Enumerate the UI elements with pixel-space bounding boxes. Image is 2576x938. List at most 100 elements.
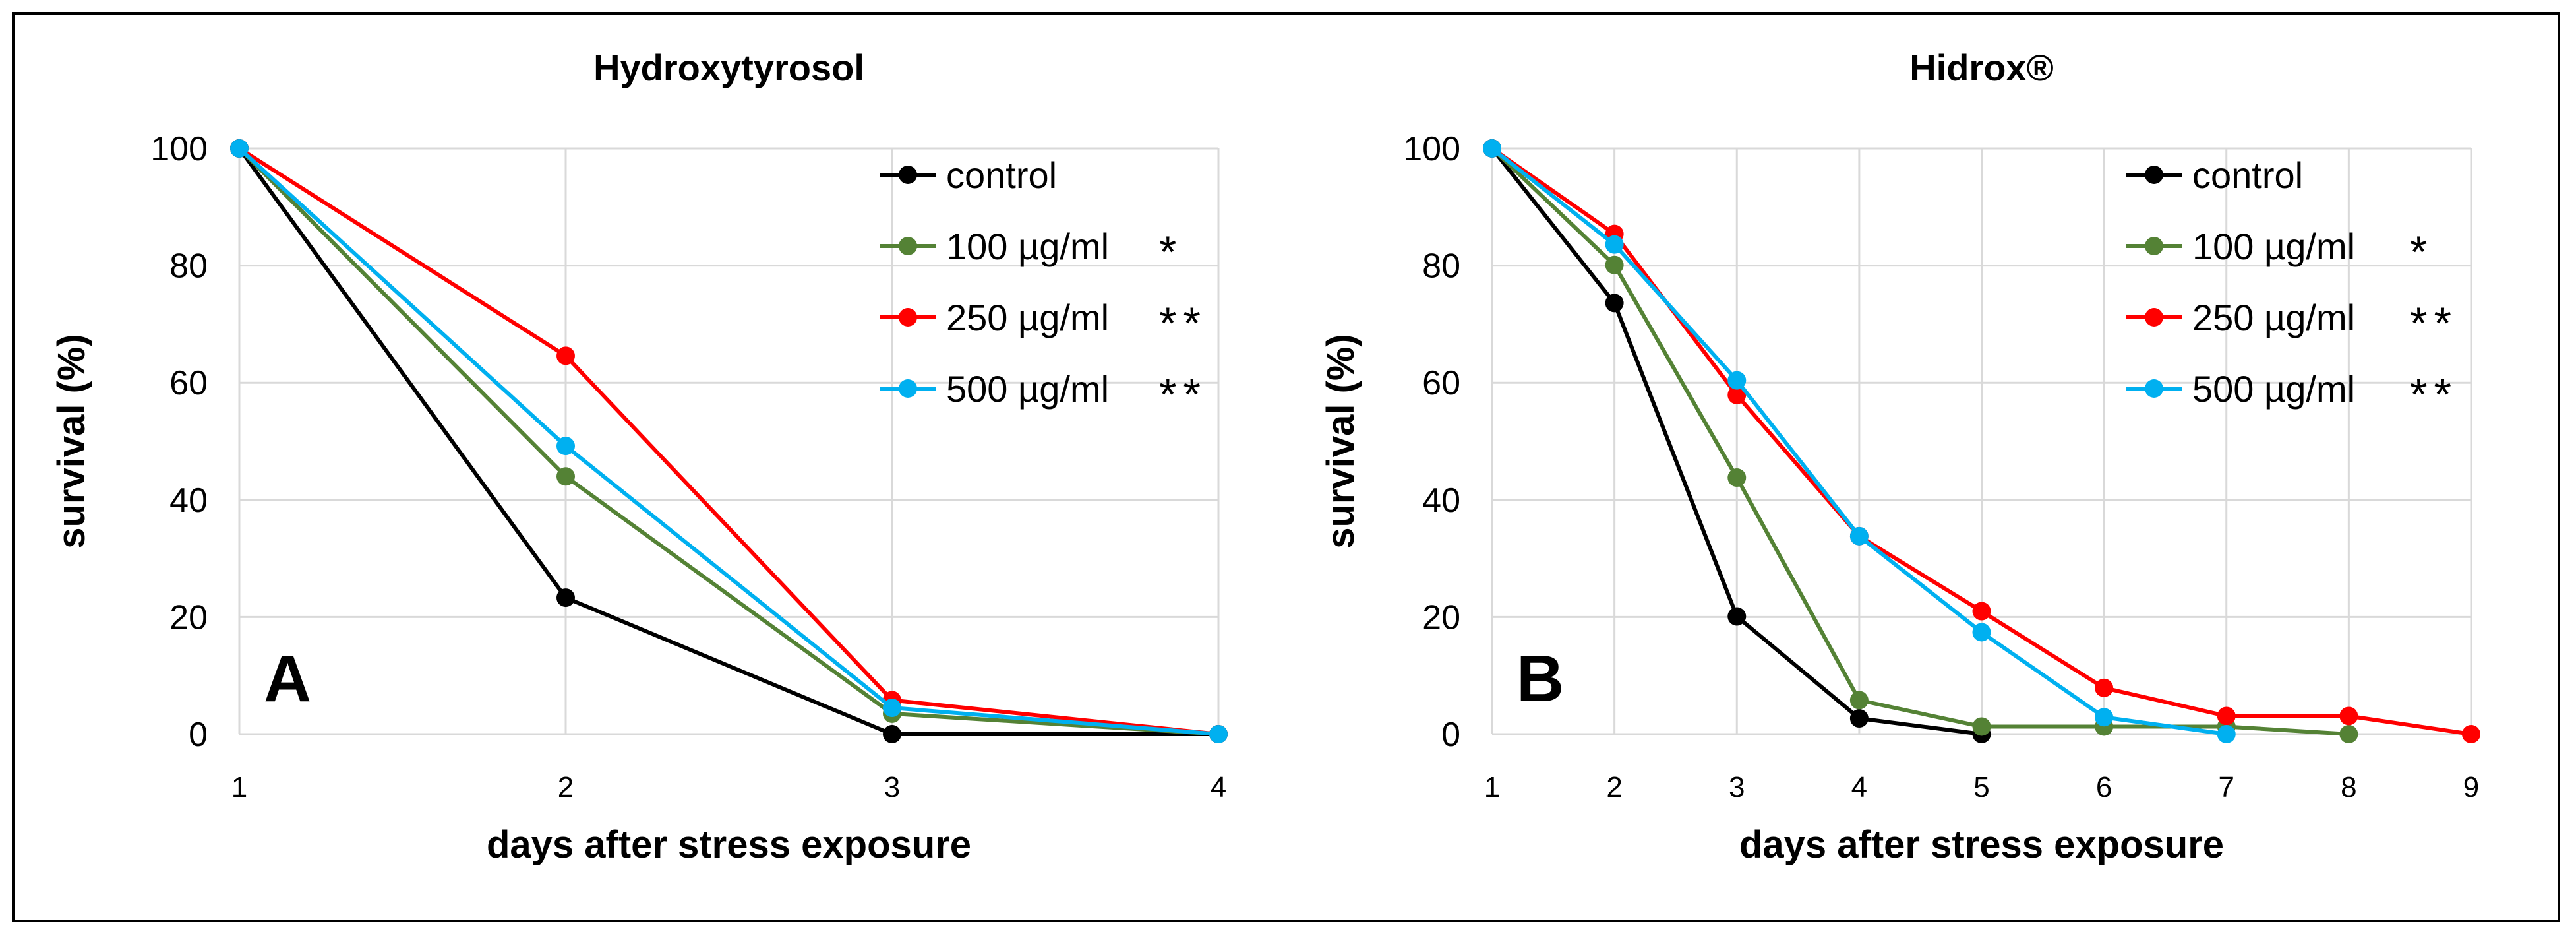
- data-point: [1849, 526, 1869, 546]
- significance-marker: *: [2410, 227, 2434, 277]
- x-tick-label: 3: [1729, 771, 1745, 803]
- y-tick-label: 100: [1403, 130, 1460, 168]
- data-point: [556, 588, 575, 608]
- x-tick-label: 1: [1484, 771, 1500, 803]
- y-tick-label: 100: [150, 130, 208, 168]
- panel-label: A: [264, 642, 311, 716]
- y-axis-label: survival (%): [1319, 334, 1362, 549]
- data-point: [883, 725, 901, 743]
- data-point: [1727, 607, 1747, 626]
- data-point: [1972, 623, 1991, 642]
- x-tick-label: 4: [1211, 771, 1226, 803]
- y-tick-label: 80: [1422, 247, 1460, 286]
- x-tick-label: 1: [231, 771, 247, 803]
- x-axis-label: days after stress exposure: [487, 823, 971, 866]
- legend-swatch-point: [2145, 237, 2163, 255]
- data-point: [1972, 602, 1991, 621]
- legend-swatch-point: [899, 308, 917, 327]
- data-point: [2095, 708, 2114, 727]
- data-point: [1849, 709, 1869, 728]
- legend-swatch-point: [2145, 308, 2163, 327]
- x-tick-label: 4: [1851, 771, 1867, 803]
- legend-swatch-point: [899, 166, 917, 184]
- data-point: [2339, 706, 2358, 726]
- legend-label: 500 µg/ml: [946, 368, 1109, 410]
- significance-marker: **: [2410, 369, 2458, 420]
- data-point: [1483, 139, 1501, 158]
- legend-label: control: [2192, 154, 2303, 196]
- legend-entry: 500 µg/ml **: [2126, 368, 2458, 420]
- data-point: [230, 139, 249, 158]
- legend-entry: 500 µg/ml **: [880, 368, 1207, 420]
- data-point: [2462, 725, 2480, 743]
- legend-entry: 250 µg/ml **: [880, 297, 1207, 348]
- series-line-1: [237, 146, 1219, 736]
- legend-entry: 100 µg/ml *: [880, 226, 1183, 277]
- legend-label: 100 µg/ml: [2192, 226, 2355, 267]
- data-point: [1605, 235, 1624, 254]
- significance-marker: *: [1159, 227, 1183, 277]
- legend-entry: control: [880, 154, 1057, 196]
- data-point: [2095, 678, 2114, 697]
- chart-title: Hidrox®: [1909, 47, 2054, 88]
- series-line-0: [237, 147, 1218, 736]
- legend-label: control: [946, 154, 1057, 196]
- x-tick-label: 5: [1973, 771, 1989, 803]
- legend-label: 500 µg/ml: [2192, 368, 2355, 410]
- series-line-3: [237, 146, 1219, 736]
- data-point: [1605, 255, 1624, 274]
- legend-entry: 100 µg/ml *: [2126, 226, 2434, 277]
- data-point: [883, 699, 901, 718]
- x-tick-label: 2: [1606, 771, 1622, 803]
- chart-title: Hydroxytyrosol: [593, 47, 864, 88]
- data-point: [1972, 717, 1991, 736]
- series-line-1: [1490, 146, 2349, 736]
- x-tick-label: 8: [2341, 771, 2356, 803]
- legend-swatch-point: [899, 379, 917, 398]
- significance-marker: **: [1159, 369, 1207, 420]
- x-tick-label: 3: [884, 771, 900, 803]
- chart-panel-b: 0 20 40 60 80 100 1 2 3 4 5 6 7 8 9 Hidrox® days after s…: [1319, 47, 2480, 866]
- data-point: [1727, 371, 1747, 390]
- y-tick-label: 80: [169, 247, 208, 286]
- legend-swatch-point: [2145, 379, 2163, 398]
- y-tick-label: 20: [169, 598, 208, 637]
- data-point: [2217, 706, 2236, 726]
- data-point: [556, 437, 575, 456]
- significance-marker: **: [2410, 298, 2458, 348]
- legend-swatch-point: [2145, 166, 2163, 184]
- panel-label: B: [1516, 642, 1564, 716]
- x-tick-label: 2: [558, 771, 574, 803]
- y-tick-label: 40: [1422, 482, 1460, 520]
- legend-label: 100 µg/ml: [946, 226, 1109, 267]
- data-point: [556, 346, 575, 365]
- y-tick-label: 20: [1422, 598, 1460, 637]
- data-point: [2339, 725, 2358, 743]
- series-line-2: [238, 146, 1219, 736]
- data-point: [2217, 725, 2236, 743]
- data-point: [1849, 691, 1869, 710]
- legend-swatch-point: [899, 237, 917, 255]
- x-tick-label: 6: [2096, 771, 2112, 803]
- legend-entry: control: [2126, 154, 2303, 196]
- x-tick-label: 7: [2219, 771, 2234, 803]
- x-axis-label: days after stress exposure: [1739, 823, 2224, 866]
- figure-frame: [12, 12, 2560, 922]
- legend-entry: 250 µg/ml **: [2126, 297, 2458, 348]
- y-tick-label: 0: [1441, 716, 1460, 754]
- data-point: [1727, 385, 1747, 404]
- data-point: [1727, 468, 1747, 487]
- y-tick-label: 0: [189, 716, 208, 754]
- x-tick-label: 9: [2463, 771, 2479, 803]
- significance-marker: **: [1159, 298, 1207, 348]
- legend-label: 250 µg/ml: [946, 297, 1109, 338]
- legend-label: 250 µg/ml: [2192, 297, 2355, 338]
- chart-panel-a: 0 20 40 60 80 100 1 2 3 4 Hydroxytyrosol days after…: [50, 47, 1228, 866]
- y-tick-label: 60: [169, 364, 208, 402]
- y-axis-label: survival (%): [50, 334, 93, 549]
- y-tick-label: 60: [1422, 364, 1460, 402]
- y-tick-label: 40: [169, 482, 208, 520]
- data-point: [1209, 725, 1228, 743]
- data-point: [556, 467, 575, 486]
